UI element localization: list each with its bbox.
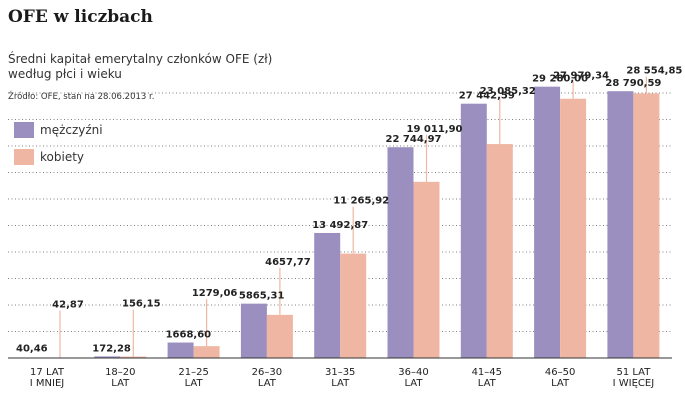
bar-men-3 [240, 303, 267, 358]
category-label-4-line-0: 31–35 [325, 367, 355, 378]
data-label-men-1: 172,28 [92, 343, 131, 354]
category-label-3-line-1: LAT [258, 378, 277, 389]
category-label-3-line-0: 26–30 [252, 367, 282, 378]
legend-swatch-men [14, 122, 34, 138]
chart-source: Źródło: OFE, stan na 28.06.2013 r. [8, 90, 154, 102]
data-label-women-4: 11 265,92 [333, 196, 389, 207]
category-label-1-line-0: 18–20 [105, 367, 135, 378]
category-label-0-line-0: 17 LAT [30, 367, 65, 378]
category-label-2-line-1: LAT [185, 378, 204, 389]
chart-subtitle-line-1: Średni kapitał emerytalny członków OFE (… [8, 51, 272, 66]
bar-women-3 [266, 314, 293, 358]
bar-women-4 [340, 253, 367, 358]
bar-women-2 [193, 346, 220, 358]
category-label-8-line-0: 51 LAT [616, 367, 651, 378]
data-label-women-3: 4657,77 [265, 257, 311, 268]
data-labels: 40,46 42,87 172,28 156,15 1668,60 1279,06 5865… [16, 65, 682, 354]
bar-women-6 [486, 144, 513, 358]
category-label-4-line-1: LAT [331, 378, 350, 389]
data-label-women-0: 42,87 [52, 300, 84, 311]
bar-women-1 [120, 356, 147, 358]
legend-label-men: mężczyźni [40, 123, 103, 137]
bar-men-8 [607, 91, 634, 358]
data-label-men-5: 22 744,97 [386, 134, 442, 145]
bars [21, 86, 660, 358]
bar-men-5 [387, 147, 414, 358]
legend: mężczyźni kobiety [14, 122, 103, 165]
category-label-5-line-0: 36–40 [398, 367, 428, 378]
data-label-women-1: 156,15 [122, 299, 161, 310]
data-label-women-5: 19 011,90 [407, 124, 463, 135]
bar-men-4 [314, 232, 341, 358]
chart-subtitle-line-2: według płci i wieku [8, 67, 122, 81]
data-label-men-4: 13 492,87 [312, 220, 368, 231]
data-label-men-8: 28 790,59 [605, 78, 661, 89]
data-label-men-2: 1668,60 [166, 330, 212, 341]
data-label-men-7: 29 280,00 [532, 74, 588, 85]
bar-men-1 [94, 356, 121, 358]
data-label-men-0: 40,46 [16, 344, 48, 355]
legend-swatch-women [14, 149, 34, 165]
category-label-7-line-1: LAT [551, 378, 570, 389]
data-label-women-2: 1279,06 [192, 288, 238, 299]
bar-women-8 [633, 93, 660, 358]
category-label-5-line-1: LAT [405, 378, 424, 389]
bar-women-7 [560, 98, 587, 358]
legend-label-women: kobiety [40, 150, 84, 164]
category-label-1-line-1: LAT [111, 378, 130, 389]
category-label-6-line-1: LAT [478, 378, 497, 389]
data-label-women-8: 28 554,85 [626, 65, 682, 76]
category-label-6-line-0: 41–45 [472, 367, 502, 378]
category-label-2-line-0: 21–25 [178, 367, 208, 378]
bar-women-5 [413, 181, 440, 358]
data-label-men-6: 27 442,59 [459, 91, 515, 102]
data-label-women-6: 23 085,32 [480, 86, 536, 97]
category-label-7-line-0: 46–50 [545, 367, 575, 378]
chart-title: OFE w liczbach [8, 7, 153, 27]
label-leaders [59, 76, 648, 358]
bar-men-7 [534, 86, 561, 358]
category-label-0-line-1: I MNIEJ [30, 378, 64, 389]
bar-men-2 [167, 342, 194, 358]
bar-men-6 [460, 103, 487, 358]
category-label-8-line-1: I WIĘCEJ [613, 378, 655, 389]
data-label-men-3: 5865,31 [239, 291, 285, 302]
data-label-women-7: 27 979,34 [553, 71, 609, 82]
